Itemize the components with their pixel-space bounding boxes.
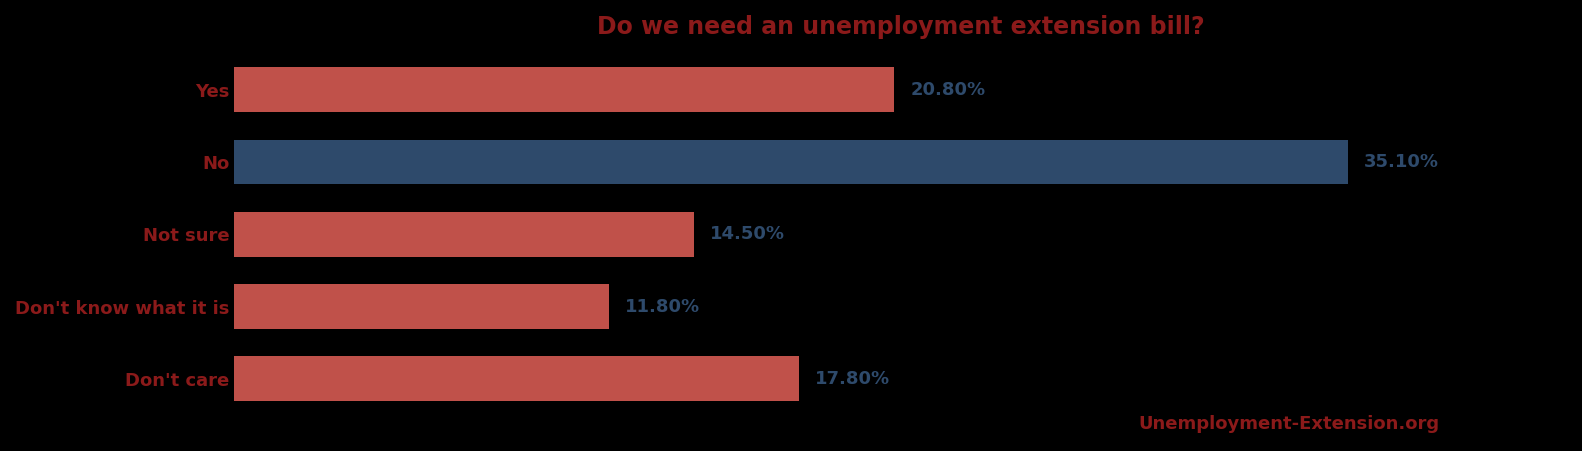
Bar — [234, 284, 609, 329]
Text: Unemployment-Extension.org: Unemployment-Extension.org — [1139, 415, 1440, 433]
Title: Do we need an unemployment extension bill?: Do we need an unemployment extension bil… — [596, 15, 1204, 39]
Text: 20.80%: 20.80% — [910, 81, 986, 99]
Text: 14.50%: 14.50% — [710, 226, 785, 243]
Text: 11.80%: 11.80% — [625, 298, 699, 316]
Text: 35.10%: 35.10% — [1364, 153, 1440, 171]
Bar — [234, 67, 894, 112]
Bar — [234, 356, 799, 401]
Bar — [234, 140, 1348, 184]
Text: 17.80%: 17.80% — [815, 370, 891, 388]
Bar — [234, 212, 694, 257]
